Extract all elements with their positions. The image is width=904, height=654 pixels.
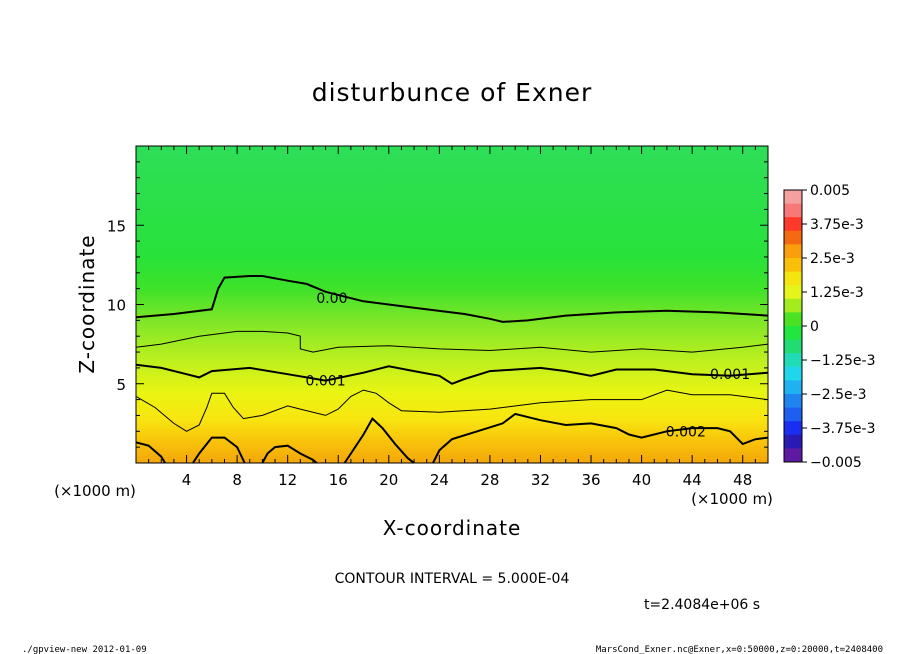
colorbar-swatch <box>784 326 802 341</box>
colorbar-swatch <box>784 258 802 273</box>
contour-line-7 <box>343 416 415 463</box>
footer-left: ./gpview-new 2012-01-09 <box>22 645 147 654</box>
colorbar-swatch <box>784 230 802 245</box>
colorbar-label: 3.75e-3 <box>810 217 864 233</box>
colorbar-label: −0.005 <box>810 455 862 471</box>
contour-interval-label: CONTOUR INTERVAL = 5.000E-04 <box>335 571 570 587</box>
colorbar-label: 0 <box>810 319 819 335</box>
y-tick-label: 5 <box>116 376 126 394</box>
x-axis-title: X-coordinate <box>383 516 522 540</box>
contour-label-1: 0.001 <box>306 374 346 390</box>
x-axis: 4 8 12 16 20 24 28 32 36 40 44 48 <box>148 146 756 489</box>
x-tick-label: 48 <box>733 471 752 489</box>
colorbar-label: −1.25e-3 <box>810 353 875 369</box>
colorbar-label: −2.5e-3 <box>810 387 867 403</box>
colorbar-swatch <box>784 366 802 381</box>
contour-layer: 0.00 0.001 0.001 0.002 <box>136 275 768 463</box>
y-tick-label: 15 <box>107 217 126 235</box>
colorbar-swatch <box>784 244 802 259</box>
colorbar-label: 0.005 <box>810 183 850 199</box>
colorbar-swatch <box>784 203 802 218</box>
x-tick-label: 8 <box>232 471 242 489</box>
x-tick-label: 4 <box>182 471 192 489</box>
colorbar-label: 1.25e-3 <box>810 285 864 301</box>
colorbar-swatch <box>784 339 802 354</box>
contour-line-0 <box>136 275 768 323</box>
x-tick-label: 16 <box>329 471 348 489</box>
x-tick-label: 44 <box>683 471 702 489</box>
colorbar-swatch <box>784 312 802 327</box>
plot-area: 0.00 0.001 0.001 0.002 <box>136 146 768 463</box>
contour-line-5 <box>192 436 246 463</box>
contour-label-3: 0.002 <box>666 424 706 440</box>
colorbar-swatch <box>784 353 802 368</box>
colorbar-swatch <box>784 421 802 436</box>
contour-line-3 <box>136 389 768 432</box>
x-tick-label: 12 <box>278 471 297 489</box>
y-axis: 5 10 15 <box>107 161 768 448</box>
x-tick-label: 40 <box>632 471 651 489</box>
x-unit-left: (×1000 m) <box>54 482 136 500</box>
x-tick-label: 36 <box>581 471 600 489</box>
field-background <box>136 146 768 463</box>
colorbar-label: −3.75e-3 <box>810 421 875 437</box>
contour-line-4 <box>136 441 166 463</box>
contour-label-2: 0.001 <box>710 367 750 383</box>
contour-line-8 <box>432 412 768 463</box>
colorbar-swatch <box>784 217 802 232</box>
colorbar: 0.005 3.75e-3 2.5e-3 1.25e-3 0 −1.25e-3 −2.5e-… <box>783 183 875 471</box>
colorbar-label: 2.5e-3 <box>810 251 855 267</box>
x-tick-label: 32 <box>531 471 550 489</box>
y-axis-title: Z-coordinate <box>75 234 99 373</box>
colorbar-swatch <box>784 271 802 286</box>
time-label: t=2.4084e+06 s <box>644 597 760 613</box>
colorbar-swatch <box>784 448 802 463</box>
x-tick-label: 24 <box>430 471 449 489</box>
x-tick-label: 20 <box>379 471 398 489</box>
x-tick-label: 28 <box>480 471 499 489</box>
contour-line-2 <box>136 363 768 385</box>
footer-right: MarsCond_Exner.nc@Exner,x=0:50000,z=0:20… <box>596 645 883 654</box>
contour-line-1 <box>136 330 768 353</box>
colorbar-swatch <box>784 434 802 449</box>
colorbar-swatch <box>784 380 802 395</box>
x-unit-right: (×1000 m) <box>691 490 773 508</box>
colorbar-swatch <box>784 285 802 300</box>
colorbar-swatch <box>784 190 802 205</box>
colorbar-swatch <box>784 394 802 409</box>
contour-label-0: 0.00 <box>316 291 347 307</box>
y-tick-label: 10 <box>107 297 126 315</box>
colorbar-swatch <box>784 407 802 422</box>
chart-title: disturbunce of Exner <box>312 78 593 107</box>
colorbar-swatch <box>784 298 802 313</box>
